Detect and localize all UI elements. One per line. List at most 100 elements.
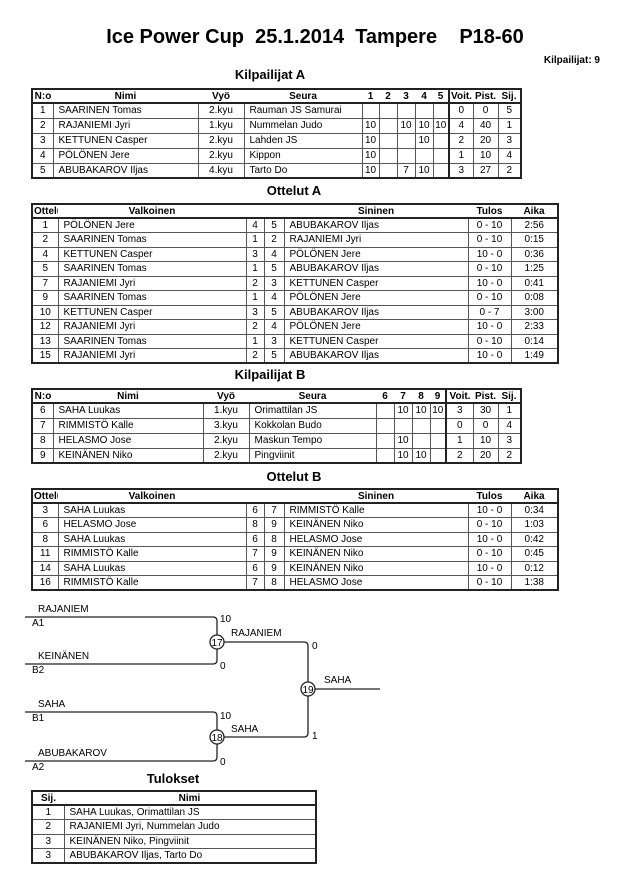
table-cell: 13 <box>31 333 59 349</box>
column-header <box>264 489 284 504</box>
table-cell: 10 - 0 <box>467 531 512 547</box>
table-cell: Lahden JS <box>243 132 363 149</box>
table-cell: 10 <box>396 117 416 134</box>
column-header <box>264 204 284 219</box>
table-cell: SAARINEN Tomas <box>57 232 247 248</box>
table-cell: 3 <box>445 402 474 419</box>
table-cell: RAJANIEMI Jyri <box>52 117 199 134</box>
column-header: 8 <box>412 389 430 404</box>
table-cell: HELASMO Jose <box>52 432 204 449</box>
table-cell: 1 <box>497 117 522 134</box>
table-cell: 1:25 <box>510 261 559 277</box>
table-cell: 4 <box>497 147 522 164</box>
table-cell: 10 <box>472 147 499 164</box>
semi2-bottom-name: ABUBAKAROV <box>38 748 107 759</box>
table-cell: Kippon <box>243 147 363 164</box>
table-cell <box>378 102 398 119</box>
table-cell: 7 <box>396 162 416 179</box>
table-cell: 5 <box>31 162 54 179</box>
table-cell <box>414 102 434 119</box>
table-cell: 11 <box>31 546 59 562</box>
table-cell: KETTUNEN Casper <box>283 275 469 291</box>
column-header <box>246 489 264 504</box>
semi1-winner: RAJANIEM <box>231 628 282 639</box>
table-cell: 1 <box>245 333 265 349</box>
column-header: 2 <box>379 89 397 104</box>
table-cell: 2.kyu <box>202 432 250 449</box>
table-cell: 0 - 10 <box>467 261 512 277</box>
header-row: N:o Nimi Vyö Seura 6 7 8 9 Voit. Pist. Sij. <box>32 389 521 404</box>
table-cell: 1:49 <box>510 348 559 364</box>
column-header: Nimi <box>53 89 198 104</box>
column-header: Sij. <box>32 791 64 806</box>
semi1-bottom-seed: B2 <box>32 665 45 676</box>
semi2-bottom-score: 0 <box>220 757 226 768</box>
table-cell: 9 <box>31 290 59 306</box>
table-cell: 2 <box>263 232 285 248</box>
table-cell: 5 <box>31 261 59 277</box>
match-17-number: 17 <box>211 638 223 649</box>
table-cell: 2 <box>31 232 59 248</box>
table-cell: 2 <box>245 319 265 335</box>
table-cell <box>396 147 416 164</box>
table-cell: 4 <box>245 217 265 233</box>
table-cell: 8 <box>245 517 265 533</box>
table-cell: 3 <box>31 848 65 864</box>
table-row: 1 SAHA Luukas, Orimattilan JS <box>31 804 317 820</box>
table-cell: 1 <box>31 102 54 119</box>
table-cell: 3:00 <box>510 304 559 320</box>
table-cell: 0 - 10 <box>467 575 512 591</box>
table-cell: 0 <box>472 102 499 119</box>
results-table: Sij. Nimi 1 SAHA Luukas, Orimattilan JS 2 RAJ… <box>31 790 317 864</box>
table-cell: HELASMO Jose <box>283 575 469 591</box>
column-header: Aika <box>511 204 558 219</box>
final-bottom-score: 1 <box>312 731 318 742</box>
table-cell: 10 <box>411 402 431 419</box>
table-cell: 5 <box>263 348 285 364</box>
table-cell: 4 <box>263 246 285 262</box>
semi1-bottom-score: 0 <box>220 661 226 672</box>
table-cell: 6 <box>31 402 54 419</box>
table-cell: 15 <box>31 348 59 364</box>
table-cell: 2 <box>245 275 265 291</box>
table-cell: 2 <box>31 117 54 134</box>
table-row: 15 RAJANIEMI Jyri 2 5 ABUBAKAROV Iljas 10 - 0… <box>31 348 559 364</box>
column-header: 5 <box>433 89 449 104</box>
table-cell <box>378 147 398 164</box>
table-row: 3 SAHA Luukas 6 7 RIMMISTÖ Kalle 10 - 0 0:34 <box>31 502 559 518</box>
table-cell: PÖLÖNEN Jere <box>57 217 247 233</box>
semi1-top-score: 10 <box>220 614 232 625</box>
page-title: Ice Power Cup 25.1.2014 Tampere P18-60 <box>106 26 524 48</box>
table-cell: 14 <box>31 560 59 576</box>
table-cell: Kokkolan Budo <box>248 417 377 434</box>
table-row: 7 RIMMISTÖ Kalle 3.kyu Kokkolan Budo 0 0 4 <box>31 417 522 434</box>
table-cell: 4 <box>31 147 54 164</box>
table-cell <box>432 147 450 164</box>
column-header: 7 <box>394 389 412 404</box>
table-cell: 3 <box>263 333 285 349</box>
table-cell: 10 <box>393 402 413 419</box>
table-cell: SAHA Luukas, Orimattilan JS <box>63 804 317 820</box>
table-cell: 0:15 <box>510 232 559 248</box>
table-row: 2 RAJANIEMI Jyri, Nummelan Judo <box>31 819 317 835</box>
table-cell: 0:08 <box>510 290 559 306</box>
table-cell: 2 <box>497 447 522 464</box>
table-row: 1 PÖLÖNEN Jere 4 5 ABUBAKAROV Iljas 0 - 10 2:5… <box>31 217 559 233</box>
table-cell: SAARINEN Tomas <box>57 333 247 349</box>
table-cell: KEINÄNEN Niko <box>52 447 204 464</box>
table-row: 16 RIMMISTÖ Kalle 7 8 HELASMO Jose 0 - 10 1:38 <box>31 575 559 591</box>
table-cell: RIMMISTÖ Kalle <box>57 546 247 562</box>
bracket-line-a2 <box>25 744 218 762</box>
table-cell: 0:14 <box>510 333 559 349</box>
table-cell: 2:56 <box>510 217 559 233</box>
column-header <box>246 204 264 219</box>
column-header: Tulos <box>468 489 511 504</box>
column-header: Valkoinen <box>58 489 246 504</box>
table-cell: 1 <box>245 290 265 306</box>
table-cell: 9 <box>263 546 285 562</box>
table-cell <box>432 132 450 149</box>
table-cell: ABUBAKAROV Iljas <box>283 348 469 364</box>
semi1-top-name: RAJANIEM <box>38 604 89 615</box>
table-cell: 1:38 <box>510 575 559 591</box>
table-cell: 3 <box>31 833 65 849</box>
